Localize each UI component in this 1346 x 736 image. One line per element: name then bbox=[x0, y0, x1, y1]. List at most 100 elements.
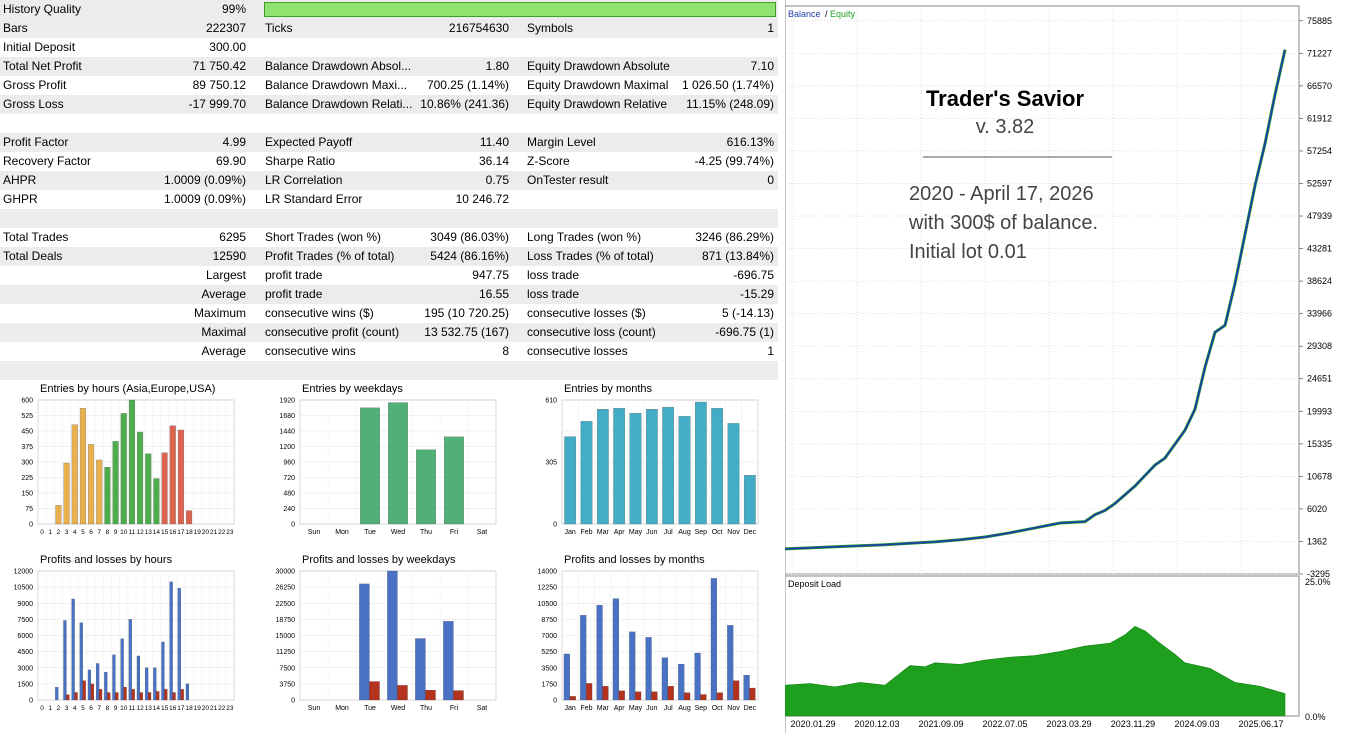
bar bbox=[82, 680, 86, 701]
y-tick-label: 52597 bbox=[1307, 178, 1332, 188]
report-label: Sharpe Ratio bbox=[265, 154, 336, 168]
y-tick-label: 0.0% bbox=[1305, 712, 1326, 722]
x-tick-label: Apr bbox=[614, 529, 626, 536]
y-tick-label: 25.0% bbox=[1305, 577, 1331, 587]
report-row bbox=[0, 209, 778, 228]
report-row: Average profit trade 16.55 loss trade -15.29 bbox=[0, 285, 778, 304]
annotation-line: 2020 - April 17, 2026 bbox=[909, 183, 1094, 205]
legend-balance: Balance bbox=[788, 9, 821, 19]
x-tick-label: Dec bbox=[744, 529, 757, 536]
y-tick-label: 300 bbox=[21, 460, 33, 467]
x-tick-label: 0 bbox=[40, 529, 44, 536]
bar bbox=[104, 671, 108, 701]
bar bbox=[161, 452, 168, 525]
report-value: 5 (-14.13) bbox=[721, 306, 774, 320]
y-tick-label: 12000 bbox=[14, 569, 34, 576]
report-value: -4.25 (99.74%) bbox=[694, 154, 774, 168]
x-tick-label: Nov bbox=[727, 705, 740, 712]
chart-plot: 1920 1680 1440 1200 960 720 480 240 0 Sun Mon Tue We… bbox=[279, 398, 497, 536]
x-tick-label: 13 bbox=[145, 705, 153, 712]
x-tick-label: 2025.06.17 bbox=[1238, 719, 1283, 729]
x-tick-label: 2020.01.29 bbox=[790, 719, 835, 729]
y-tick-label: 7500 bbox=[17, 617, 33, 624]
bar bbox=[727, 625, 734, 701]
report-value: 89 750.12 bbox=[192, 78, 246, 92]
chart-profits-losses-by-months: Profits and losses by months 14000 12250 1… bbox=[524, 554, 764, 729]
report-label: profit trade bbox=[265, 268, 323, 282]
report-row: Gross Loss -17 999.70 Balance Drawdown Rel… bbox=[0, 95, 778, 114]
x-tick-label: Sat bbox=[477, 529, 488, 536]
y-tick-label: 30000 bbox=[276, 569, 296, 576]
bar bbox=[743, 475, 756, 525]
y-tick-label: 3500 bbox=[541, 665, 557, 672]
bar bbox=[733, 680, 740, 701]
bar bbox=[563, 653, 570, 701]
report-row bbox=[0, 114, 778, 133]
x-tick-label: 15 bbox=[161, 529, 169, 536]
x-tick-label: Sep bbox=[695, 529, 708, 536]
chart-entries-by-weekdays: Entries by weekdays 1920 1680 1440 1200 960 7… bbox=[262, 383, 502, 553]
bar bbox=[63, 620, 67, 701]
x-tick-label: 14 bbox=[153, 529, 161, 536]
annotation-version: v. 3.82 bbox=[976, 116, 1035, 138]
report-row: Gross Profit 89 750.12 Balance Drawdown Ma… bbox=[0, 76, 778, 95]
x-tick-label: Jan bbox=[565, 529, 576, 536]
bar bbox=[71, 424, 78, 525]
bar bbox=[388, 402, 408, 525]
report-value: Average bbox=[201, 287, 246, 301]
y-tick-label: 1680 bbox=[279, 413, 295, 420]
legend-separator: / bbox=[825, 9, 828, 19]
report-label: consecutive wins bbox=[265, 344, 356, 358]
y-tick-label: 19993 bbox=[1307, 406, 1332, 416]
report-label: consecutive wins ($) bbox=[265, 306, 374, 320]
report-stats-table: History Quality 99% Bars 222307 Ticks 2167546… bbox=[0, 0, 778, 380]
x-tick-label: Mon bbox=[335, 705, 349, 712]
report-label: Equity Drawdown Absolute bbox=[527, 59, 670, 73]
x-tick-label: Fri bbox=[450, 705, 459, 712]
bar bbox=[128, 399, 135, 525]
x-tick-label: 11 bbox=[129, 705, 136, 712]
report-row: Maximal consecutive profit (count) 13 532.… bbox=[0, 323, 778, 342]
x-tick-label: 16 bbox=[169, 705, 177, 712]
report-label: profit trade bbox=[265, 287, 323, 301]
y-tick-label: 11250 bbox=[276, 649, 295, 656]
report-label: loss trade bbox=[527, 268, 580, 282]
report-value: 1 026.50 (1.74%) bbox=[681, 78, 774, 92]
report-label: Expected Payoff bbox=[265, 135, 353, 149]
bar bbox=[79, 408, 86, 525]
y-tick-label: 14000 bbox=[538, 569, 558, 576]
x-tick-label: May bbox=[629, 705, 643, 712]
x-tick-label: 2022.07.05 bbox=[982, 719, 1027, 729]
x-tick-label: 17 bbox=[177, 705, 185, 712]
y-tick-label: 71227 bbox=[1307, 48, 1332, 58]
chart-title: Entries by months bbox=[564, 383, 653, 395]
x-tick-label: 19 bbox=[194, 529, 202, 536]
bar bbox=[185, 683, 190, 701]
bar bbox=[387, 570, 398, 701]
deposit-load-fill bbox=[784, 626, 1286, 717]
bar bbox=[131, 689, 135, 701]
y-tick-label: 57254 bbox=[1307, 146, 1332, 156]
x-tick-label: Mon bbox=[335, 529, 349, 536]
chart-title: Profits and losses by weekdays bbox=[302, 554, 456, 566]
balance-equity-chart: 75885 71227 66570 61912 57254 52597 47939 43281… bbox=[784, 0, 1332, 733]
report-label: AHPR bbox=[3, 173, 37, 187]
y-tick-label: 24651 bbox=[1307, 374, 1332, 384]
y-tick-label: 10500 bbox=[14, 585, 34, 592]
report-label: Total Deals bbox=[3, 249, 63, 263]
y-tick-label: 7500 bbox=[279, 665, 295, 672]
x-tick-label: Aug bbox=[678, 705, 691, 712]
y-tick-label: 7000 bbox=[541, 633, 557, 640]
report-value: 1 bbox=[767, 21, 774, 35]
x-tick-label: Fri bbox=[450, 529, 459, 536]
bar bbox=[416, 449, 436, 525]
bar bbox=[90, 683, 94, 701]
x-tick-label: Feb bbox=[580, 529, 592, 536]
y-tick-label: 12250 bbox=[538, 585, 558, 592]
report-label: Recovery Factor bbox=[3, 154, 92, 168]
report-row: Initial Deposit 300.00 bbox=[0, 38, 778, 57]
report-label: OnTester result bbox=[527, 173, 609, 187]
balance-equity-panel: 75885 71227 66570 61912 57254 52597 47939 43281… bbox=[784, 0, 1346, 733]
x-tick-label: 3 bbox=[65, 529, 69, 536]
